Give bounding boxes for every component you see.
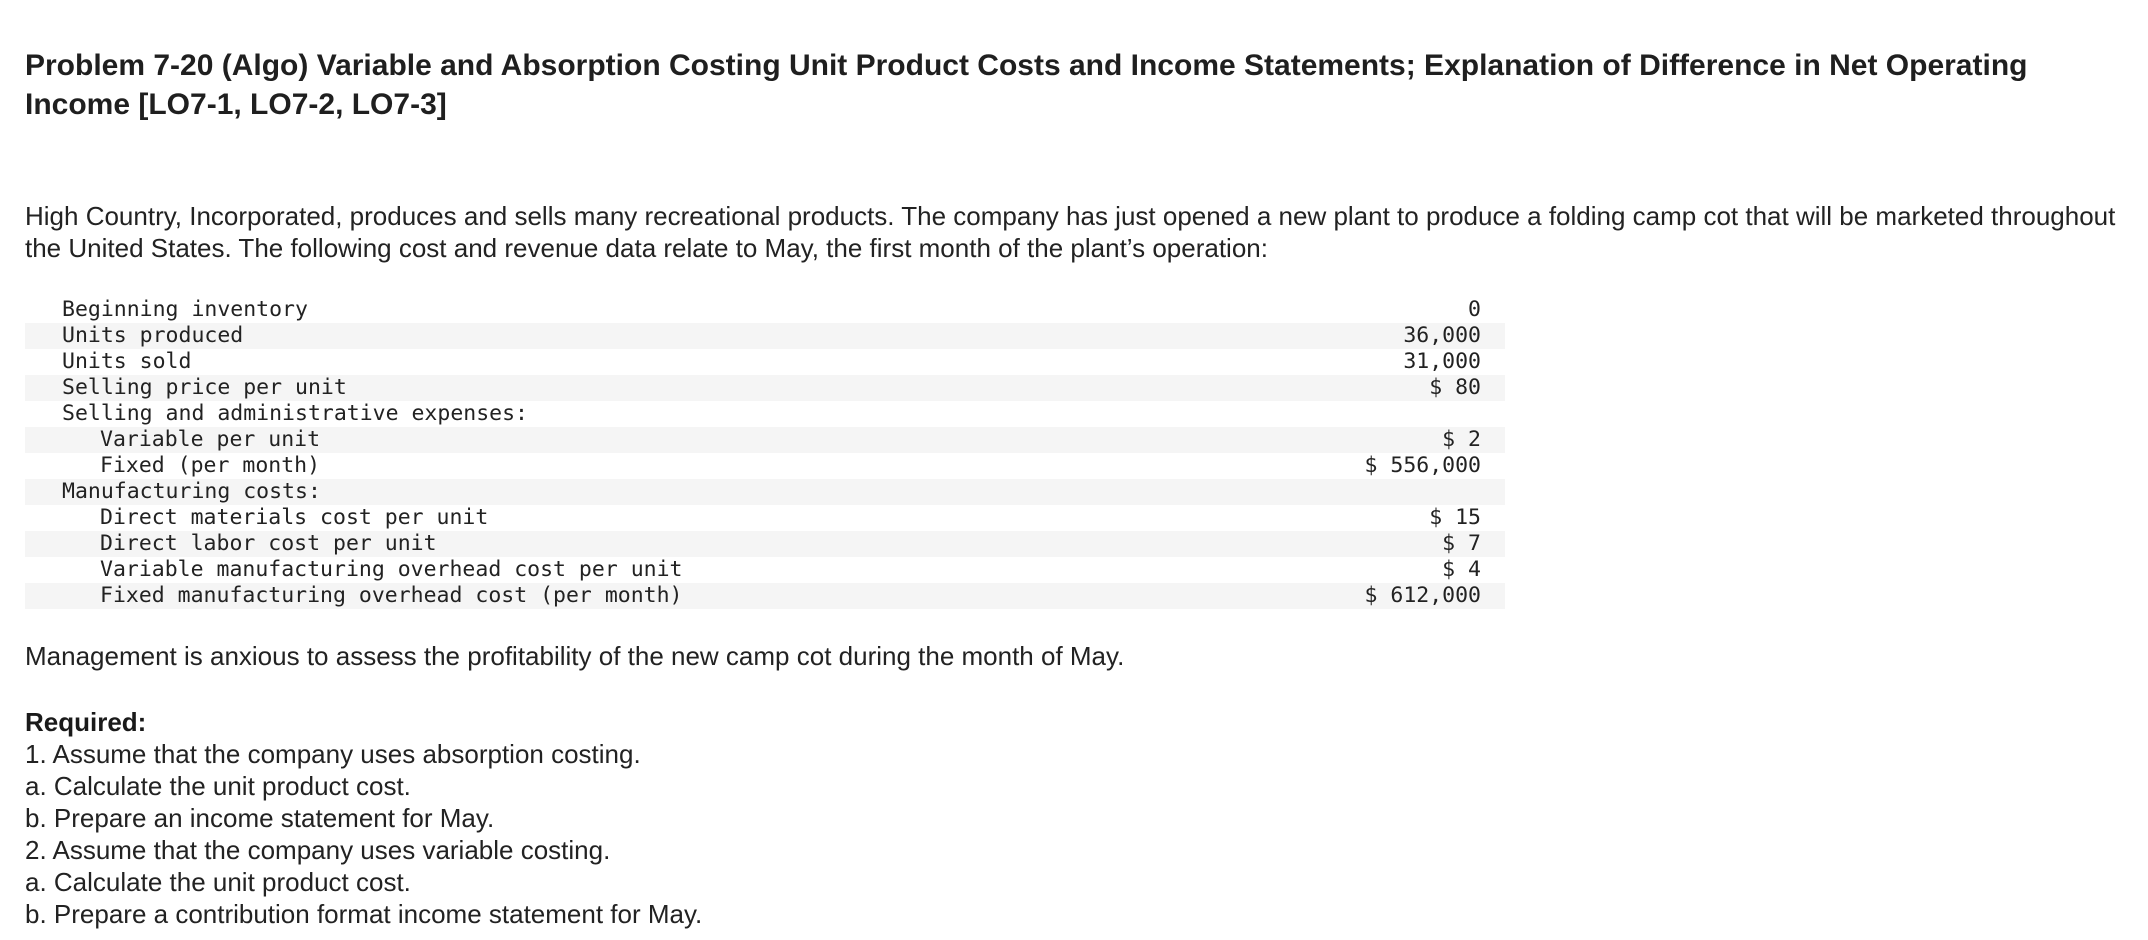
row-value: 36,000 xyxy=(1244,323,1505,349)
row-label: Fixed (per month) xyxy=(100,453,321,478)
problem-title: Problem 7-20 (Algo) Variable and Absorpt… xyxy=(25,49,2028,121)
row-label: Beginning inventory xyxy=(62,297,308,322)
row-label: Units sold xyxy=(62,349,192,374)
table-row: Selling price per unit $ 80 xyxy=(25,375,1505,401)
required-list: 1. Assume that the company uses absorpti… xyxy=(25,738,702,930)
row-label: Units produced xyxy=(25,323,1245,349)
table-row: Selling and administrative expenses: xyxy=(25,401,1505,427)
row-value: 31,000 xyxy=(1403,349,1481,374)
table-row: Variable manufacturing overhead cost per… xyxy=(25,557,1505,583)
row-label: Selling and administrative expenses: xyxy=(62,401,528,426)
row-label: Variable manufacturing overhead cost per… xyxy=(100,557,683,582)
table-row: Units produced 36,000 xyxy=(25,323,1505,349)
list-item: b. Prepare an income statement for May. xyxy=(25,803,495,833)
row-value: 0 xyxy=(1468,297,1481,322)
table-row: Direct materials cost per unit $ 15 xyxy=(25,505,1505,531)
table-row: Fixed manufacturing overhead cost (per m… xyxy=(25,583,1505,609)
row-value: $ 80 xyxy=(1244,375,1505,401)
list-item: a. Calculate the unit product cost. xyxy=(25,771,411,801)
table-row: Units sold 31,000 xyxy=(25,349,1505,375)
row-value xyxy=(1244,401,1505,427)
row-value: $ 15 xyxy=(1429,505,1481,530)
row-label: Fixed manufacturing overhead cost (per m… xyxy=(25,583,1245,609)
row-value: $ 556,000 xyxy=(1364,453,1482,478)
list-item: a. Calculate the unit product cost. xyxy=(25,867,411,897)
row-value xyxy=(1244,479,1505,505)
row-value: $ 612,000 xyxy=(1244,583,1505,609)
row-label: Variable per unit xyxy=(25,427,1245,453)
table-row: Fixed (per month) $ 556,000 xyxy=(25,453,1505,479)
row-label: Manufacturing costs: xyxy=(25,479,1245,505)
list-item: 1. Assume that the company uses absorpti… xyxy=(25,739,641,769)
problem-intro: High Country, Incorporated, produces and… xyxy=(25,201,2116,263)
row-label: Direct materials cost per unit xyxy=(100,505,489,530)
table-row: Direct labor cost per unit $ 7 xyxy=(25,531,1505,557)
cost-revenue-table: Beginning inventory 0 Units produced 36,… xyxy=(25,297,1505,609)
table-row: Variable per unit $ 2 xyxy=(25,427,1505,453)
table-row: Beginning inventory 0 xyxy=(25,297,1505,323)
row-label: Selling price per unit xyxy=(25,375,1245,401)
row-value: $ 4 xyxy=(1442,557,1481,582)
row-value: $ 2 xyxy=(1244,427,1505,453)
list-item: 2. Assume that the company uses variable… xyxy=(25,835,611,865)
table-row: Manufacturing costs: xyxy=(25,479,1505,505)
management-note: Management is anxious to assess the prof… xyxy=(25,641,1125,671)
list-item: b. Prepare a contribution format income … xyxy=(25,899,703,929)
required-heading: Required: xyxy=(25,707,147,737)
row-label: Direct labor cost per unit xyxy=(25,531,1245,557)
row-value: $ 7 xyxy=(1244,531,1505,557)
